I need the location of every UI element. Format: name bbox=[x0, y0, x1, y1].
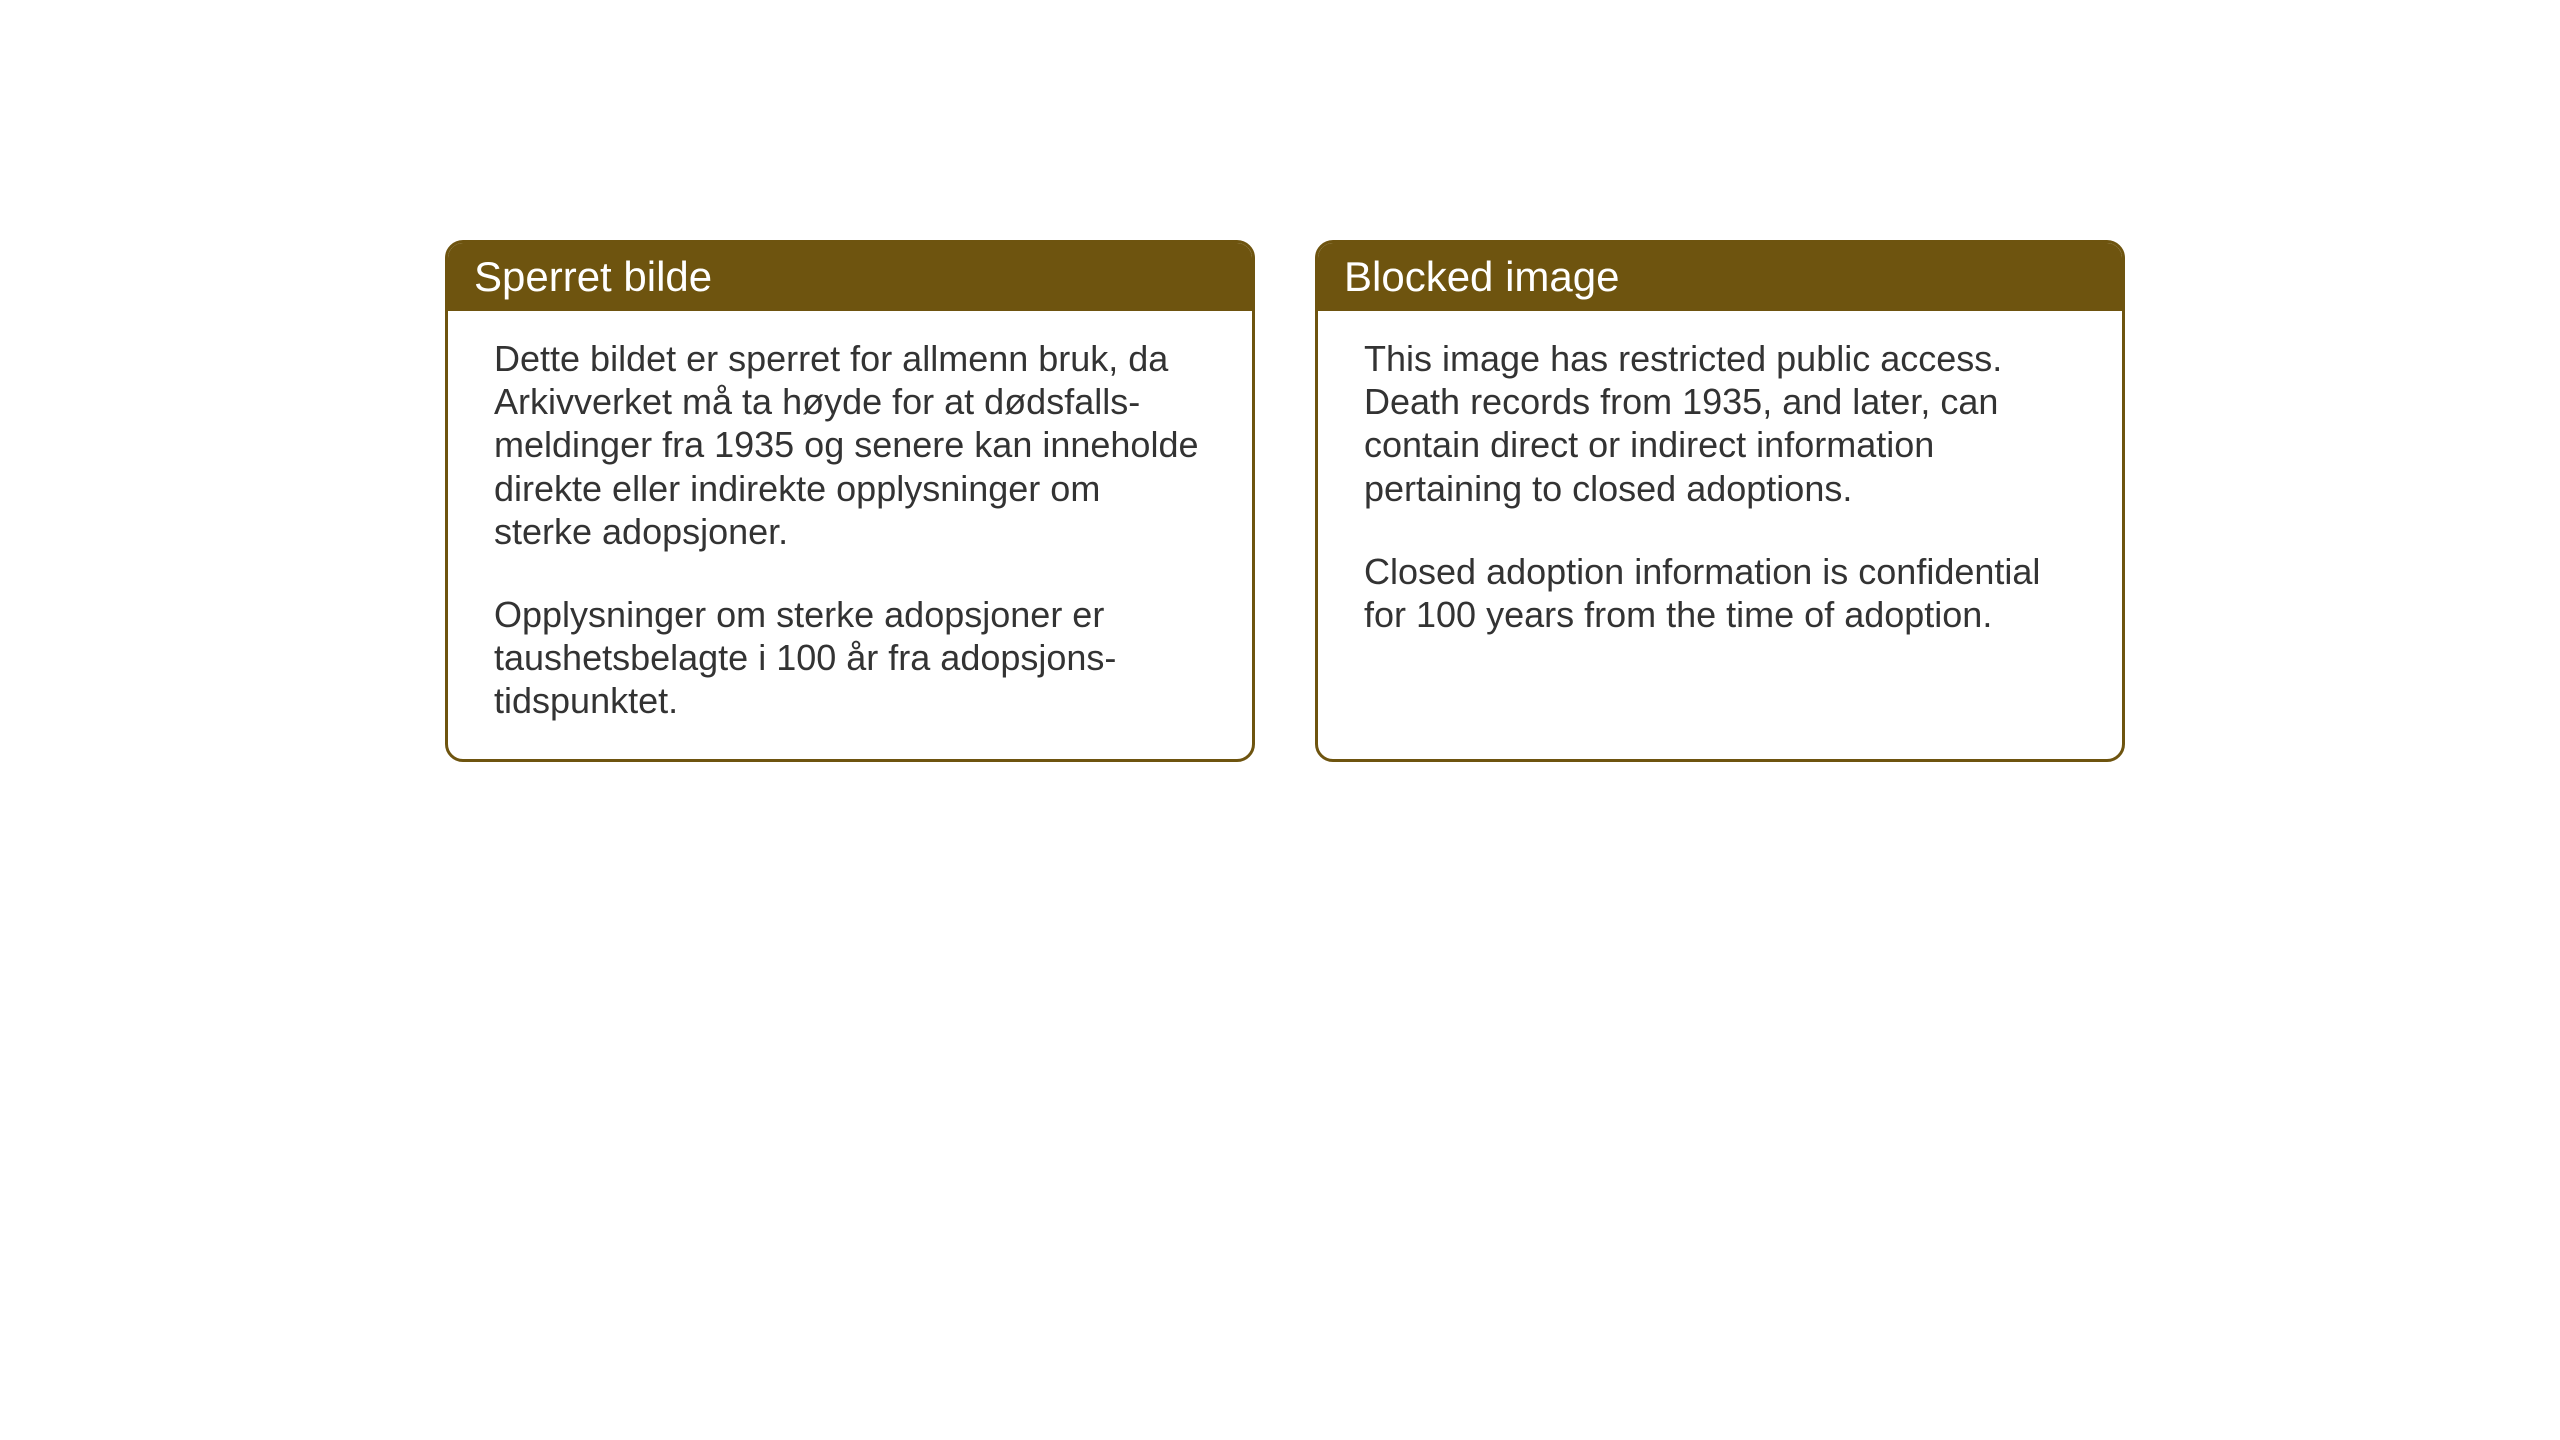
panel-english: Blocked image This image has restricted … bbox=[1315, 240, 2125, 762]
panel-text-norwegian-1: Dette bildet er sperret for allmenn bruk… bbox=[494, 337, 1206, 553]
panel-body-english: This image has restricted public access.… bbox=[1318, 311, 2122, 672]
panel-text-norwegian-2: Opplysninger om sterke adopsjoner er tau… bbox=[494, 593, 1206, 723]
panel-title-english: Blocked image bbox=[1344, 253, 1619, 300]
panel-header-norwegian: Sperret bilde bbox=[448, 243, 1252, 311]
panel-header-english: Blocked image bbox=[1318, 243, 2122, 311]
panels-container: Sperret bilde Dette bildet er sperret fo… bbox=[445, 240, 2125, 762]
panel-text-english-1: This image has restricted public access.… bbox=[1364, 337, 2076, 510]
panel-title-norwegian: Sperret bilde bbox=[474, 253, 712, 300]
panel-text-english-2: Closed adoption information is confident… bbox=[1364, 550, 2076, 636]
panel-body-norwegian: Dette bildet er sperret for allmenn bruk… bbox=[448, 311, 1252, 759]
panel-norwegian: Sperret bilde Dette bildet er sperret fo… bbox=[445, 240, 1255, 762]
